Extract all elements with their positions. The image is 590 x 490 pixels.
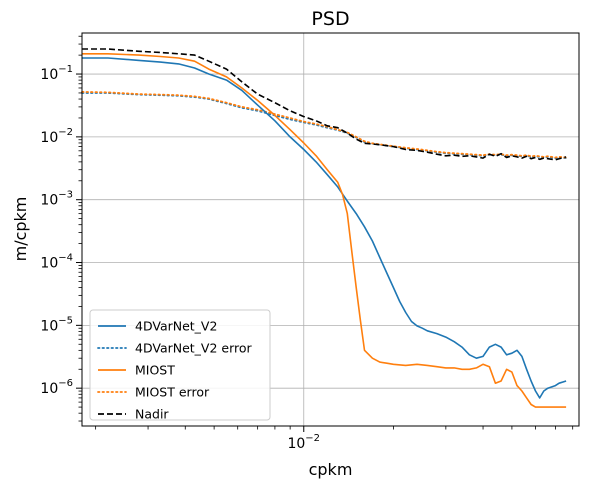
- series-layer: [81, 48, 567, 408]
- series-line-3: [81, 91, 567, 159]
- plot-frame: [81, 32, 580, 427]
- legend-entries: 4DVarNet_V2 4DVarNet_V2 error MIOST MIOST e…: [97, 319, 253, 422]
- legend-label: 4DVarNet_V2 error: [135, 341, 253, 356]
- series-line-2: [82, 52, 567, 408]
- chart-title: PSD: [311, 8, 349, 30]
- x-axis-title: cpkm: [309, 460, 353, 479]
- y-tick-label: 10−5: [40, 315, 73, 334]
- legend-label: MIOST: [135, 363, 175, 378]
- x-tick-label: 10−2: [287, 433, 320, 452]
- y-tick-label: 10−3: [40, 190, 73, 209]
- y-tick-label: 10−2: [40, 127, 73, 146]
- series-line-0: [82, 57, 567, 399]
- legend-label: Nadir: [135, 407, 169, 422]
- series-line-4: [82, 48, 567, 161]
- legend-box: [89, 309, 271, 421]
- y-tick-label: 10−6: [40, 378, 73, 397]
- legend: 4DVarNet_V2 4DVarNet_V2 error MIOST MIOST e…: [89, 309, 271, 422]
- ticks: 10−2 10−6 10−5 10−4 10−3 10−2 10−1: [40, 35, 574, 452]
- y-tick-label: 10−1: [40, 64, 73, 83]
- y-axis-title: m/cpkm: [11, 197, 30, 262]
- legend-label: 4DVarNet_V2: [135, 319, 217, 334]
- y-tick-label: 10−4: [40, 253, 73, 272]
- legend-label: MIOST error: [135, 385, 210, 400]
